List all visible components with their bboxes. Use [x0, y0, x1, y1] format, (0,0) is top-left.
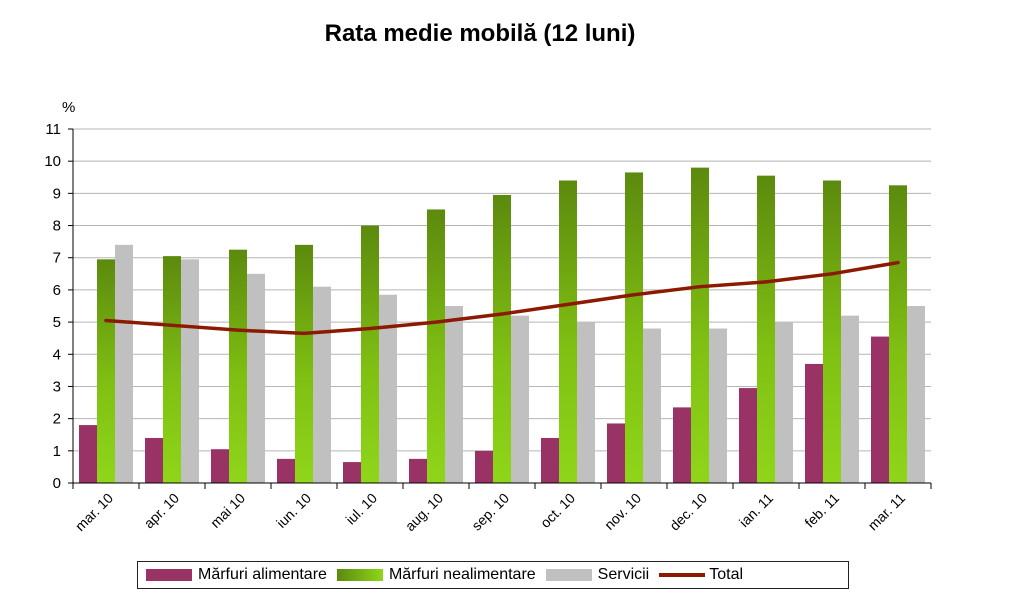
- bar-nonfood: [97, 259, 115, 483]
- legend-item-food: Mărfuri alimentare: [146, 566, 327, 584]
- y-tick-label: 0: [53, 475, 61, 492]
- bar-services: [643, 328, 661, 483]
- y-tick-label: 5: [53, 314, 61, 331]
- y-tick-label: 1: [53, 443, 61, 460]
- y-tick-label: 4: [53, 346, 61, 363]
- bar-services: [247, 273, 265, 483]
- bar-services: [313, 286, 331, 483]
- bar-food: [739, 388, 757, 483]
- bar-services: [511, 315, 529, 483]
- x-tick-label: mar. 11: [865, 490, 909, 534]
- series-line-total: [104, 260, 900, 336]
- y-tick-label: 10: [44, 153, 61, 170]
- x-tick-label: feb. 11: [801, 490, 842, 531]
- bar-nonfood: [229, 249, 247, 483]
- bar-food: [211, 449, 229, 483]
- bar-services: [445, 306, 463, 483]
- bar-nonfood: [559, 180, 577, 483]
- legend-label-total: Total: [709, 566, 744, 583]
- bar-services: [379, 294, 397, 483]
- x-tick-label: mai 10: [207, 490, 248, 531]
- bar-food: [409, 458, 427, 483]
- bar-food: [343, 462, 361, 483]
- bar-nonfood: [823, 180, 841, 483]
- x-tick-label: dec. 10: [666, 490, 710, 534]
- bar-nonfood: [163, 256, 181, 483]
- bar-nonfood: [889, 185, 907, 483]
- bar-nonfood: [295, 244, 313, 483]
- y-tick-label: 3: [53, 378, 61, 395]
- bar-food: [475, 450, 493, 483]
- bar-nonfood: [691, 167, 709, 484]
- bar-food: [607, 423, 625, 483]
- legend-item-total: Total: [659, 566, 743, 584]
- bar-services: [115, 244, 133, 483]
- legend-item-nonfood: Mărfuri nealimentare: [336, 566, 536, 584]
- bar-services: [775, 322, 793, 483]
- bar-food: [277, 458, 295, 483]
- bar-food: [145, 437, 163, 483]
- y-tick-label: 9: [53, 185, 61, 202]
- legend-swatch-services: [545, 569, 592, 581]
- bar-nonfood: [361, 225, 379, 483]
- x-tick-label: iul. 10: [342, 490, 380, 528]
- legend-line-total: [659, 573, 706, 577]
- chart-title: Rata medie mobilă (12 luni): [324, 20, 636, 47]
- bar-food: [871, 336, 889, 483]
- legend-label-food: Mărfuri alimentare: [198, 566, 327, 583]
- y-tick-label: 8: [53, 218, 61, 235]
- bar-nonfood: [493, 194, 511, 484]
- bar-food: [805, 363, 823, 483]
- bar-food: [673, 407, 691, 483]
- bar-nonfood: [625, 172, 643, 484]
- legend-swatch-nonfood: [336, 569, 383, 581]
- bar-services: [577, 322, 595, 483]
- bar-services: [841, 315, 859, 483]
- bar-food: [541, 437, 559, 483]
- bar-services: [709, 328, 727, 483]
- x-tick-label: aug. 10: [402, 490, 446, 534]
- legend-label-services: Servicii: [597, 566, 650, 583]
- y-axis-label: %: [62, 99, 75, 116]
- legend: Mărfuri alimentare Mărfuri nealimentare …: [137, 561, 849, 589]
- legend-label-nonfood: Mărfuri nealimentare: [388, 566, 536, 583]
- x-tick-label: iun. 10: [273, 490, 314, 531]
- legend-item-services: Servicii: [545, 566, 650, 584]
- y-tick-label: 6: [53, 282, 61, 299]
- y-tick-label: 2: [53, 411, 61, 428]
- x-tick-label: mar. 10: [72, 490, 116, 534]
- bar-nonfood: [757, 175, 775, 483]
- bar-services: [907, 306, 925, 483]
- y-tick-label: 7: [53, 250, 61, 267]
- y-tick-label: 11: [45, 121, 61, 138]
- x-tick-label: oct. 10: [537, 490, 578, 531]
- x-tick-label: sep. 10: [468, 490, 512, 534]
- legend-swatch-food: [146, 569, 192, 581]
- x-tick-label: nov. 10: [601, 490, 644, 533]
- bar-services: [181, 259, 199, 483]
- x-tick-label: apr. 10: [141, 490, 183, 532]
- bar-nonfood: [427, 209, 445, 484]
- bar-food: [79, 425, 97, 483]
- x-tick-label: ian. 11: [736, 490, 776, 530]
